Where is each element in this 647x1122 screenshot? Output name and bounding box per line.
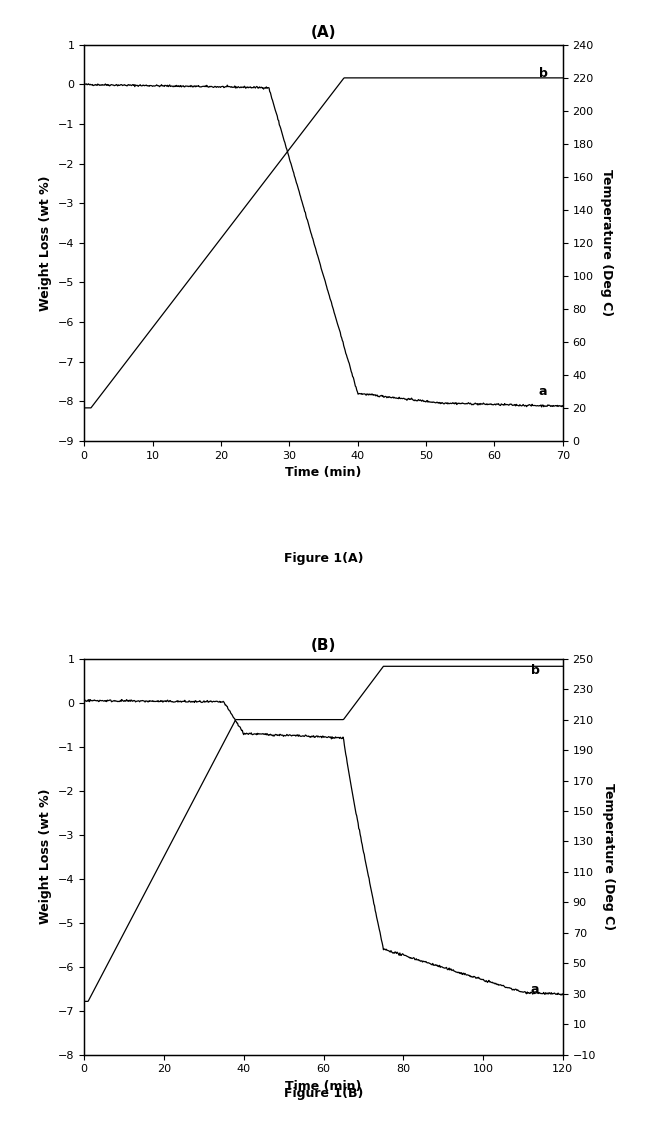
Text: Figure 1(A): Figure 1(A)	[284, 552, 363, 565]
Text: b: b	[539, 66, 548, 80]
Y-axis label: Temperature (Deg C): Temperature (Deg C)	[600, 169, 613, 316]
Text: b: b	[531, 664, 540, 677]
Y-axis label: Weight Loss (wt %): Weight Loss (wt %)	[39, 789, 52, 925]
Y-axis label: Weight Loss (wt %): Weight Loss (wt %)	[39, 175, 52, 311]
Title: (B): (B)	[311, 638, 336, 653]
Text: a: a	[531, 983, 540, 996]
X-axis label: Time (min): Time (min)	[285, 1080, 362, 1093]
Text: Figure 1(B): Figure 1(B)	[284, 1086, 363, 1100]
X-axis label: Time (min): Time (min)	[285, 466, 362, 479]
Title: (A): (A)	[311, 25, 336, 39]
Text: a: a	[539, 385, 547, 398]
Y-axis label: Temperature (Deg C): Temperature (Deg C)	[602, 783, 615, 930]
